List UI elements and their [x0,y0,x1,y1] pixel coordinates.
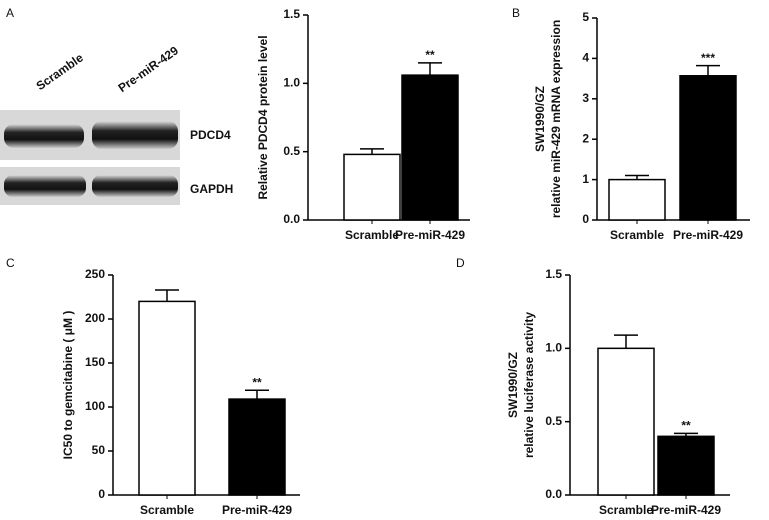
y-axis-label: SW1990/GZ [506,352,520,418]
y-tick-label: 200 [85,311,105,325]
y-tick-label: 50 [92,443,106,457]
y-tick-label: 1.5 [545,267,562,281]
x-tick-label: Scramble [610,228,664,242]
bar [679,75,737,221]
x-tick-label: Pre-miR-429 [395,228,465,242]
bar [138,300,196,496]
y-tick-label: 0.5 [283,144,300,158]
y-tick-label: 1.0 [545,341,562,355]
row-label: GAPDH [190,182,233,196]
x-tick-label: Pre-miR-429 [651,503,721,517]
y-tick-label: 0.5 [545,414,562,428]
x-tick-label: Scramble [599,503,653,517]
significance: ** [425,48,435,62]
panel-label: D [456,256,465,270]
y-tick-label: 1.5 [283,7,300,21]
y-axis-label: relative miR-429 mRNA expression [549,20,563,218]
x-tick-label: Scramble [140,503,194,517]
row-label: PDCD4 [190,128,231,142]
y-tick-label: 250 [85,267,105,281]
y-axis-label: IC50 to gemcitabine ( μM ) [61,311,75,460]
bar [608,178,666,221]
blot-band [92,175,178,197]
western-blot: Scramble Pre-miR-429 PDCD4 GAPDH [0,43,233,205]
x-tick-label: Scramble [345,228,399,242]
panel-label: C [6,256,15,270]
y-tick-label: 0.0 [545,487,562,501]
x-tick-label: Pre-miR-429 [222,503,292,517]
x-tick-label: Pre-miR-429 [673,228,743,242]
bar [597,347,655,496]
y-tick-label: 0 [98,487,105,501]
y-tick-label: 1.0 [283,76,300,90]
significance: ** [681,419,691,433]
y-axis-label: relative luciferase activity [522,312,536,458]
y-tick-label: 0.0 [283,212,300,226]
y-tick-label: 0 [582,212,589,226]
panel-label: B [512,6,520,20]
y-tick-label: 150 [85,355,105,369]
bar [343,153,401,221]
y-axis-label: SW1990/GZ [533,86,547,152]
bar [228,398,286,496]
lane-label: Pre-miR-429 [116,43,182,95]
y-tick-label: 5 [582,10,589,24]
significance: ** [252,375,262,389]
blot-band [92,121,178,149]
y-tick-label: 100 [85,399,105,413]
y-tick-label: 1 [582,172,589,186]
y-tick-label: 4 [582,51,589,65]
y-tick-label: 2 [582,131,589,145]
y-tick-label: 3 [582,91,589,105]
blot-band [4,124,84,148]
y-axis-label: Relative PDCD4 protein level [256,35,270,199]
bar [401,74,459,221]
bar [657,435,715,496]
lane-label: Scramble [34,50,87,93]
panel-label: A [6,6,14,20]
blot-band [4,175,86,197]
significance: *** [701,51,715,65]
